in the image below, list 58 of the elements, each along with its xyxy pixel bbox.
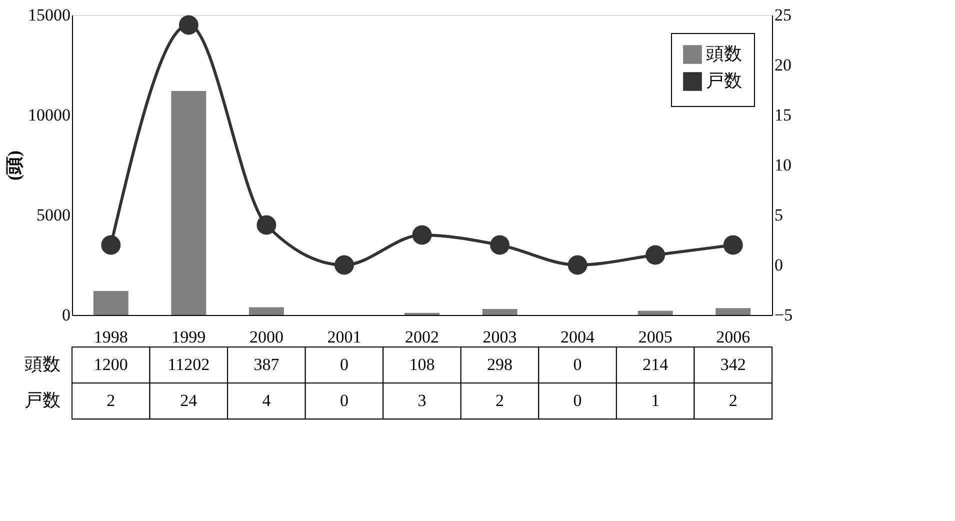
- text: 戸数: [24, 390, 60, 410]
- x-tick-label: 1998: [94, 328, 128, 346]
- data-label: 0: [340, 355, 348, 374]
- y-axis-title: (頭): [4, 150, 24, 180]
- legend-label: 戸数: [706, 70, 742, 90]
- bar: [171, 90, 206, 315]
- bar: [248, 307, 284, 315]
- data-label: 11202: [168, 355, 210, 374]
- point: [723, 235, 743, 255]
- bar: [638, 310, 673, 315]
- data-label: 3: [418, 391, 426, 410]
- data-label: 0: [573, 355, 582, 374]
- point: [334, 255, 354, 275]
- data-label: 0: [573, 391, 582, 410]
- y2-tick-label: −5: [774, 306, 793, 324]
- x-tick-label: 2001: [327, 328, 362, 346]
- y2-tick-label: 5: [774, 206, 783, 224]
- x-tick-label: 2003: [482, 328, 517, 346]
- x-tick-label: 1999: [172, 328, 206, 346]
- data-label: 2: [106, 391, 116, 410]
- point: [256, 215, 276, 235]
- x-tick-label: 2006: [716, 328, 750, 346]
- y2-tick-label: 0: [774, 256, 783, 274]
- point: [412, 225, 432, 245]
- data-label: 1: [651, 391, 660, 410]
- y2-tick-label: 10: [774, 156, 792, 174]
- data-label: 1200: [94, 355, 128, 374]
- point: [101, 235, 121, 255]
- y2-tick-label: 15: [774, 106, 792, 124]
- data-label: 298: [487, 355, 513, 374]
- data-label: 0: [340, 391, 348, 410]
- point: [490, 235, 510, 255]
- data-label: 387: [254, 355, 280, 374]
- data-label: 214: [642, 355, 669, 374]
- x-tick-label: 2005: [638, 328, 672, 346]
- y2-tick-label: 25: [774, 6, 792, 24]
- y-tick-label: 0: [62, 306, 70, 324]
- bar: [716, 308, 751, 315]
- data-label: 342: [720, 355, 746, 374]
- legend-label: 頭数: [706, 44, 742, 64]
- y-tick-label: 10000: [28, 106, 70, 124]
- point: [646, 245, 666, 265]
- bar: [93, 291, 128, 315]
- x-tick-label: 2004: [560, 328, 596, 346]
- y2-tick-label: 20: [774, 56, 792, 74]
- point: [568, 255, 588, 275]
- text: 頭数: [24, 354, 60, 374]
- data-label: 4: [262, 391, 272, 410]
- x-tick-label: 2000: [249, 328, 284, 346]
- data-label: 24: [180, 391, 198, 410]
- point: [178, 15, 198, 35]
- data-label: 108: [409, 355, 435, 374]
- bar: [482, 309, 518, 315]
- y-tick-label: 5000: [36, 206, 70, 224]
- data-label: 2: [496, 391, 504, 410]
- data-label: 2: [728, 391, 738, 410]
- x-tick-label: 2002: [405, 328, 439, 346]
- y-tick-label: 15000: [28, 6, 70, 24]
